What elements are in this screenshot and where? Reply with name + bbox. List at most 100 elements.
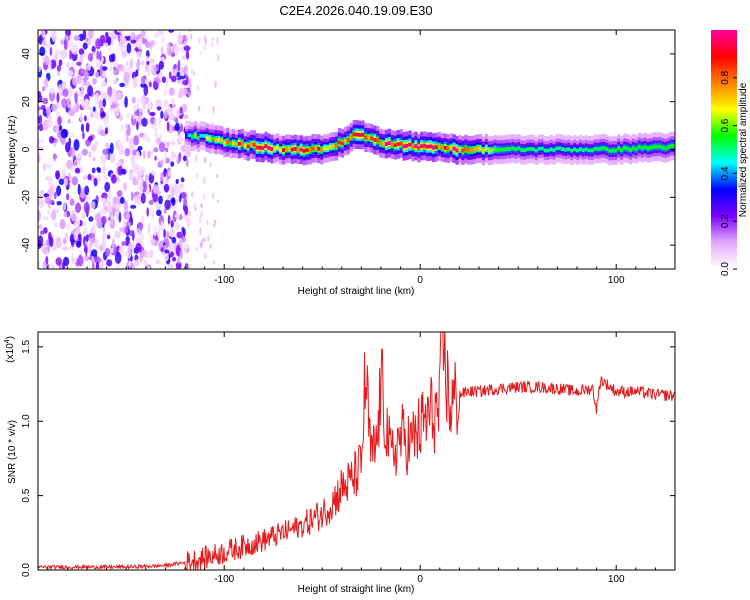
noise-blob xyxy=(43,216,49,221)
noise-blob xyxy=(106,259,113,267)
ridge-cell xyxy=(664,146,668,151)
noise-blob xyxy=(82,228,89,236)
noise-blob xyxy=(170,161,175,167)
ridge-cell xyxy=(187,133,192,138)
noise-blob xyxy=(91,167,96,174)
noise-blob xyxy=(81,211,86,220)
noise-blob xyxy=(199,215,202,224)
noise-blob xyxy=(82,221,87,228)
noise-blob xyxy=(185,50,190,60)
noise-blob xyxy=(186,220,191,229)
ridge-cell xyxy=(387,141,392,145)
noise-blob xyxy=(47,114,53,122)
ridge-cell xyxy=(508,147,512,151)
noise-blob xyxy=(140,83,146,88)
noise-blob xyxy=(195,173,199,179)
noise-blob xyxy=(38,94,43,103)
ridge-cell xyxy=(649,145,653,150)
noise-blob xyxy=(146,150,151,159)
noise-blob xyxy=(56,185,62,197)
ridge-cell xyxy=(226,140,230,144)
noise-blob xyxy=(199,51,202,55)
noise-blob xyxy=(56,92,60,103)
colorbar-gradient xyxy=(711,30,737,269)
noise-blob xyxy=(179,238,183,249)
noise-blob xyxy=(185,158,189,167)
noise-blob xyxy=(55,236,62,249)
noise-blob xyxy=(121,50,127,58)
ridge-cell xyxy=(661,145,665,150)
noise-blob xyxy=(166,231,170,239)
noise-blob xyxy=(95,38,102,50)
ridge-cell xyxy=(443,146,447,150)
noise-blob xyxy=(161,36,165,44)
noise-blob xyxy=(180,106,183,114)
noise-blob xyxy=(140,75,146,85)
ridge-cell xyxy=(282,148,286,152)
noise-blob xyxy=(150,42,153,50)
noise-blob xyxy=(200,210,203,218)
noise-blob xyxy=(109,151,114,163)
noise-blob xyxy=(108,54,115,63)
ridge-cell xyxy=(487,148,492,153)
noise-blob xyxy=(88,135,93,142)
noise-blob xyxy=(73,139,80,151)
noise-blob xyxy=(53,138,58,144)
ridge-cell xyxy=(432,145,436,150)
noise-blob xyxy=(108,46,111,52)
ridge-cell xyxy=(526,147,530,152)
noise-blob xyxy=(108,188,112,201)
noise-blob xyxy=(116,176,120,182)
noise-blob xyxy=(152,212,155,219)
spectrogram-y-tick-label: -40 xyxy=(21,237,32,252)
noise-blob xyxy=(69,233,75,244)
noise-blob xyxy=(152,184,160,195)
ridge-cell xyxy=(396,142,400,147)
noise-blob xyxy=(55,257,62,266)
ridge-cell xyxy=(376,138,380,143)
noise-blob xyxy=(38,110,41,118)
ridge-cell xyxy=(667,145,671,150)
ridge-cell xyxy=(593,146,597,151)
ridge-cell xyxy=(220,138,224,143)
noise-blob xyxy=(136,97,140,110)
noise-blob xyxy=(164,249,170,254)
noise-blob xyxy=(176,71,180,78)
noise-blob xyxy=(83,201,90,214)
ridge-cell xyxy=(193,133,198,138)
ridge-cell xyxy=(323,146,327,151)
noise-blob xyxy=(62,237,67,245)
noise-blob xyxy=(189,77,192,87)
noise-blob xyxy=(86,64,91,71)
noise-blob xyxy=(71,253,74,265)
ridge-cell xyxy=(437,144,442,149)
noise-blob xyxy=(104,142,110,149)
noise-blob xyxy=(102,71,107,77)
noise-blob xyxy=(53,153,56,162)
ridge-cell xyxy=(531,147,536,152)
noise-blob xyxy=(51,104,57,112)
noise-blob xyxy=(155,79,161,84)
noise-blob xyxy=(131,97,137,104)
ridge-cell xyxy=(479,146,483,151)
colorbar-tick-label: 0.4 xyxy=(720,166,731,180)
ridge-cell xyxy=(467,148,471,153)
noise-blob xyxy=(119,44,124,52)
spectrogram-content xyxy=(38,30,675,269)
ridge-cell xyxy=(308,148,312,153)
snr-frame xyxy=(37,331,676,571)
noise-blob xyxy=(123,71,130,84)
ridge-cell xyxy=(628,148,633,152)
noise-blob xyxy=(101,208,106,214)
noise-blob xyxy=(91,51,96,56)
noise-blob xyxy=(41,243,48,249)
ridge-cell xyxy=(584,147,589,152)
noise-blob xyxy=(166,141,170,149)
noise-blob xyxy=(160,247,164,252)
ridge-cell xyxy=(658,144,662,149)
ridge-cell xyxy=(573,147,577,152)
noise-blob xyxy=(102,98,107,108)
noise-blob xyxy=(145,41,151,49)
noise-blob xyxy=(76,240,82,248)
noise-blob xyxy=(77,254,84,267)
